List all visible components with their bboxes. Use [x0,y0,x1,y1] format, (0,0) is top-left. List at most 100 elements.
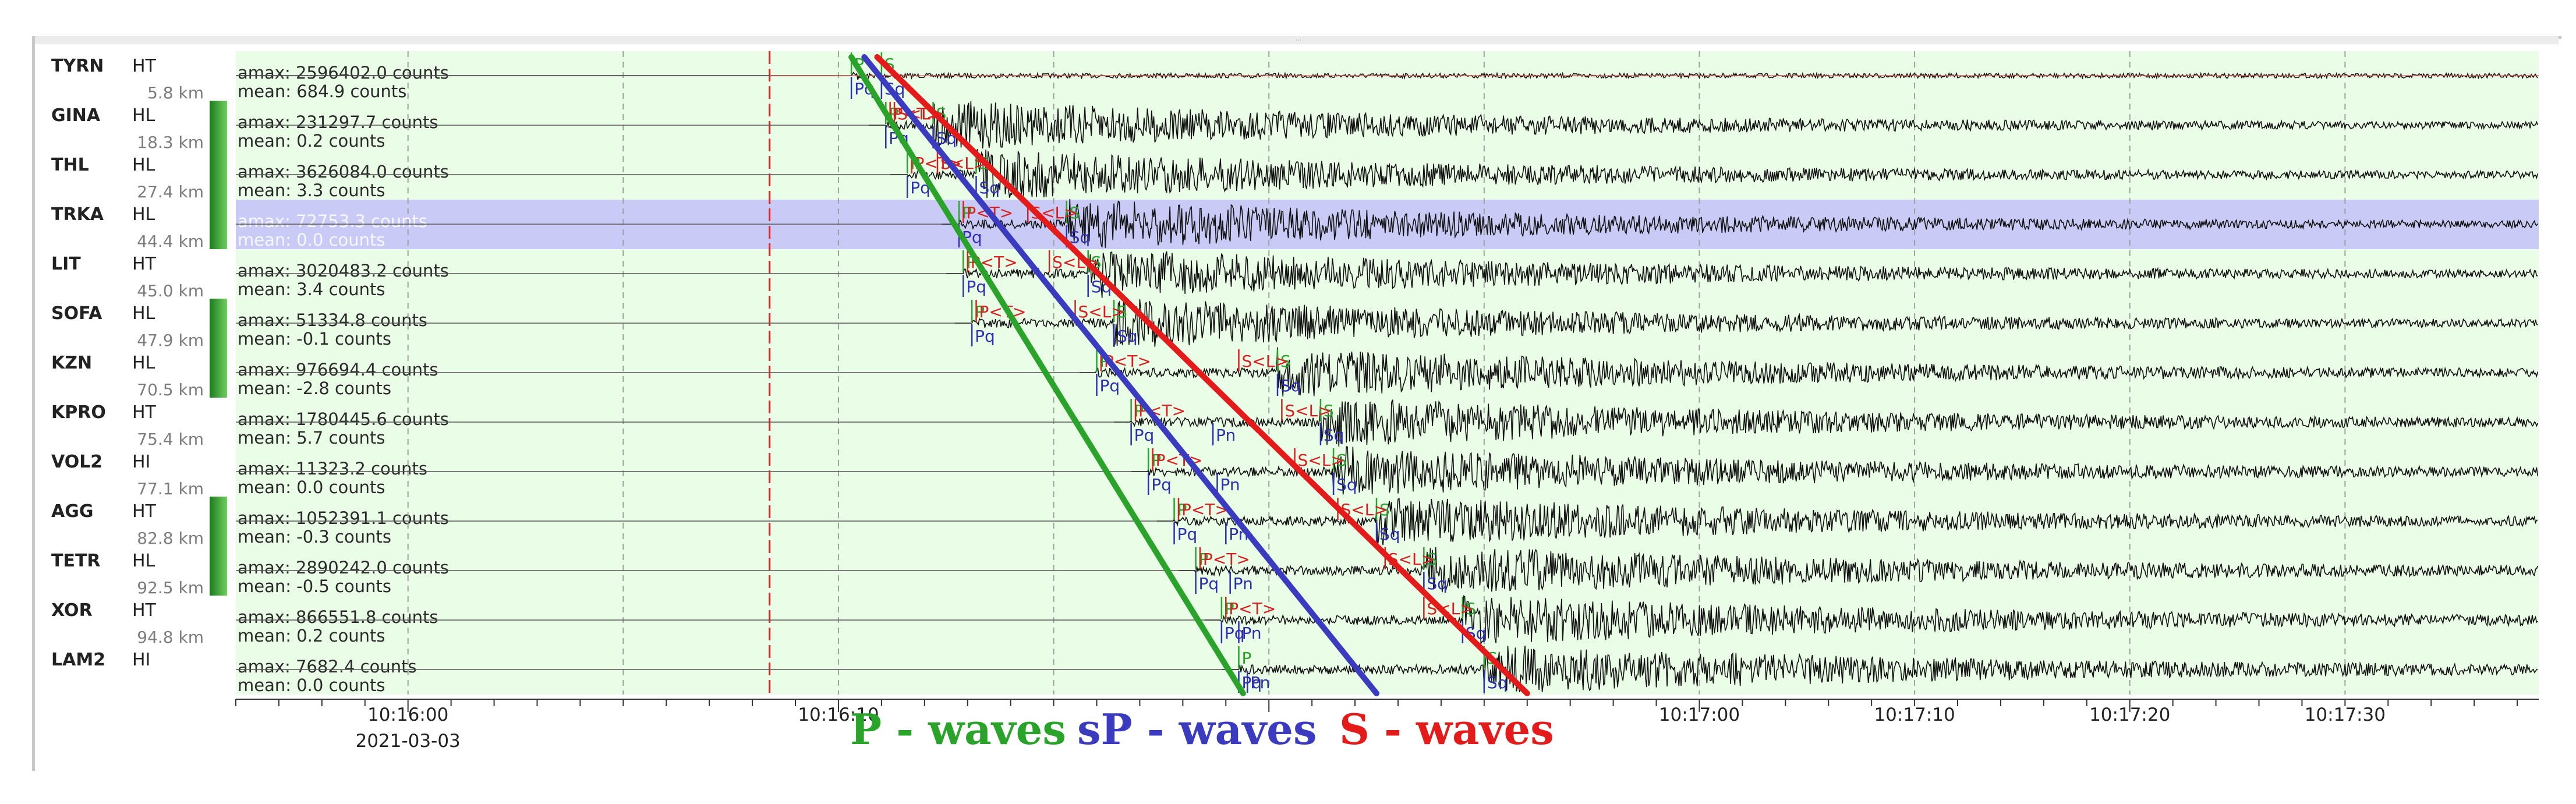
quality-bar [210,150,227,200]
legend-s-waves: S - waves [1339,704,1554,754]
pq-pick-label: Pq [1151,475,1172,494]
pq-pick-label: Pq [966,277,986,296]
seismic-trace-gina [868,101,2538,150]
station-label-vol2[interactable]: VOL2 HI 77.1 km [35,447,236,498]
pq-pick-label: Pq [975,327,995,346]
amax-readout: amax: 3626084.0 counts [238,162,449,182]
quality-bar [210,546,227,596]
amax-readout: amax: 7682.4 counts [238,657,417,677]
s-pick-label: S [1117,302,1127,321]
channel-code: HL [132,204,155,225]
station-distance: 45.0 km [137,281,204,300]
s-pick-label: S [1070,203,1080,222]
amax-readout: amax: 1052391.1 counts [238,508,449,528]
mean-readout: mean: 5.7 counts [238,428,385,448]
time-tick-label: 10:17:20 [2089,704,2171,725]
station-label-gina[interactable]: GINA HL 18.3 km [35,101,236,152]
seismic-trace-xor [1204,595,2538,646]
station-label-lam2[interactable]: LAM2 HI [35,645,236,695]
sp-wave-moveout-line [861,54,1380,696]
mean-readout: mean: 3.4 counts [238,279,385,299]
seismic-trace-trka [942,199,2538,248]
amax-readout: amax: 2596402.0 counts [238,63,449,83]
quality-bar [210,348,227,398]
station-distance: 92.5 km [137,578,204,597]
mean-readout: mean: 0.0 counts [238,230,385,250]
sq-pick-label: Sq [1324,426,1344,445]
s-pick-label: S [1324,401,1334,420]
station-label-xor[interactable]: XOR HT 94.8 km [35,596,236,647]
seismic-trace-lit [946,251,2538,298]
channel-code: HL [132,353,155,373]
pq-pick-label: Pq [1241,673,1262,692]
channel-code: HL [132,155,155,175]
seismic-trace-agg [1157,498,2538,546]
station-label-lit[interactable]: LIT HT 45.0 km [35,249,236,300]
seismic-trace-kpro [1114,399,2538,447]
pn-pick-label: Pn [1233,574,1253,593]
sl-theoretical-pick-label: S<L> [1241,352,1288,371]
station-distance: 77.1 km [137,479,204,498]
station-distance: 94.8 km [137,628,204,647]
mean-readout: mean: 0.0 counts [238,675,385,695]
sq-pick-label: Sq [1379,525,1400,544]
sq-pick-label: Sq [1487,673,1508,692]
pq-pick-label: Pq [1199,574,1219,593]
amax-readout: amax: 11323.2 counts [238,459,428,479]
channel-code: HL [132,551,155,571]
seismic-trace-kzn [1079,347,2538,396]
station-label-tetr[interactable]: TETR HL 92.5 km [35,546,236,597]
station-distance: 5.8 km [147,83,204,102]
quality-bar [210,101,227,150]
amax-readout: amax: 976694.4 counts [238,360,438,380]
legend-p-waves: P - waves [850,704,1066,754]
sl-theoretical-pick-label: S<L> [1078,302,1125,321]
quality-bar [210,299,227,348]
station-code: XOR [51,600,93,621]
channel-code: HT [132,254,156,274]
s-pick-label: S [1336,451,1347,470]
p-pick-label: P [1151,451,1161,470]
amax-readout: amax: 72753.3 counts [238,211,428,231]
station-label-kzn[interactable]: KZN HL 70.5 km [35,348,236,399]
station-distance: 82.8 km [137,529,204,548]
station-label-kpro[interactable]: KPRO HT 75.4 km [35,398,236,449]
station-code: VOL2 [51,452,103,472]
channel-code: HT [132,56,156,76]
sq-pick-label: Sq [1280,376,1301,395]
pq-pick-label: Pq [1100,376,1120,395]
p-pick-label: P [1199,550,1209,569]
seismic-trace-lam2 [1221,646,2538,693]
sq-pick-label: Sq [979,178,1000,197]
station-label-trka[interactable]: TRKA HL 44.4 km [35,200,236,251]
pq-pick-label: Pq [1225,624,1245,643]
station-code: AGG [51,501,94,522]
station-code: LAM2 [51,650,106,670]
channel-code: HL [132,105,155,126]
amax-readout: amax: 231297.7 counts [238,112,438,132]
sq-pick-label: Sq [1427,574,1448,593]
p-pick-label: P [962,203,972,222]
s-pick-label: S [1379,500,1390,519]
mean-readout: mean: 3.3 counts [238,180,385,200]
sq-pick-label: Sq [1336,475,1357,494]
station-label-sofa[interactable]: SOFA HL 47.9 km [35,299,236,350]
mean-readout: mean: 0.0 counts [238,477,385,497]
station-code: TYRN [51,56,104,76]
station-distance: 44.4 km [137,232,204,251]
station-code: SOFA [51,303,102,324]
station-code: KPRO [51,402,106,423]
mean-readout: mean: -0.5 counts [238,576,391,596]
station-code: LIT [51,254,81,274]
s-pick-label: S [1466,599,1476,618]
sl-theoretical-pick-label: S<L> [1298,451,1344,470]
time-tick-label: 10:17:00 [1658,704,1740,725]
sq-pick-label: Sq [1117,327,1138,346]
resize-grip-icon[interactable]: ⋯ [1296,37,1302,44]
pt-theoretical-pick-label: P<T> [1203,550,1250,569]
station-label-agg[interactable]: AGG HT 82.8 km [35,497,236,548]
p-wave-moveout-line [848,54,1246,696]
station-label-tyrn[interactable]: TYRN HT 5.8 km [35,51,236,102]
station-label-thl[interactable]: THL HL 27.4 km [35,150,236,201]
